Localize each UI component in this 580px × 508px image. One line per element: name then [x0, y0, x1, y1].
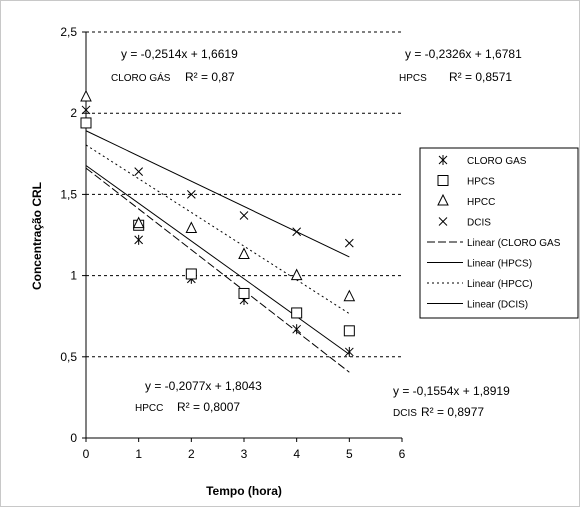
annotation-hpcc-label: HPCC: [135, 403, 163, 414]
point-hpcc: [132, 216, 145, 229]
point-cloro-gas: [81, 104, 91, 115]
x-tick-label: 5: [346, 447, 353, 461]
point-hpcc: [290, 268, 303, 281]
trendlines: [85, 130, 350, 373]
point-hpcc: [343, 289, 356, 302]
x-tick-label: 0: [83, 447, 90, 461]
point-hpcc: [185, 221, 198, 234]
legend-symbol: [438, 155, 448, 165]
trendline-1: [85, 167, 350, 373]
x-tick-label: 2: [188, 447, 195, 461]
legend-label: CLORO GAS: [467, 156, 527, 167]
legend-symbol: [438, 217, 448, 226]
point-hpcc: [80, 89, 92, 102]
annotation-dcis-equation: y = -0,1554x + 1,8919: [393, 384, 510, 398]
legend-label: HPCC: [467, 197, 495, 208]
x-axis-title: Tempo (hora): [206, 484, 282, 498]
point-hpcs: [291, 307, 303, 319]
annotation-dcis-r2: R² = 0,8977: [421, 405, 484, 419]
trendline-3: [85, 144, 350, 315]
point-cloro-gas: [292, 324, 302, 335]
annotation-hpcc-r2: R² = 0,8007: [177, 400, 240, 414]
grid: [86, 31, 402, 358]
annotation-hpcs-label: HPCS: [399, 73, 427, 84]
trendline-2: [85, 165, 350, 355]
annotation-hpcs-r2: R² = 0,8571: [449, 70, 512, 84]
point-hpcs: [343, 325, 355, 337]
point-hpcs: [185, 268, 197, 280]
y-tick-label: 1: [70, 269, 77, 283]
trendline-4: [85, 130, 350, 258]
point-hpcs: [238, 287, 250, 299]
legend-label: Linear (HPCC): [467, 279, 533, 290]
annotation-hpcc-equation: y = -0,2077x + 1,8043: [145, 379, 262, 393]
point-hpcc: [238, 247, 250, 259]
legend-label: HPCS: [467, 177, 495, 188]
legend-symbol: [437, 175, 449, 186]
x-tick-label: 6: [399, 447, 406, 461]
annotation-cloro-r2: R² = 0,87: [185, 70, 235, 84]
point-dcis: [134, 167, 144, 177]
annotation-dcis-label: DCIS: [393, 408, 417, 419]
y-axis-title: Concentração CRL: [30, 182, 44, 290]
x-tick-label: 3: [241, 447, 248, 461]
x-tick-label: 4: [293, 447, 300, 461]
legend-label: DCIS: [467, 218, 491, 229]
y-tick-label: 2,5: [60, 25, 77, 39]
y-tick-label: 1,5: [60, 187, 77, 201]
point-cloro-gas: [344, 346, 354, 357]
legend-label: Linear (DCIS): [467, 300, 528, 311]
x-tick-label: 1: [135, 447, 142, 461]
y-tick-label: 0: [70, 431, 77, 445]
legend-symbol: [437, 193, 449, 206]
y-tick-label: 2: [70, 106, 77, 120]
annotation-hpcs-equation: y = -0,2326x + 1,6781: [405, 47, 522, 61]
legend-box: [419, 147, 579, 319]
legend-label: Linear (CLORO GAS: [467, 238, 561, 249]
annotation-cloro-equation: y = -0,2514x + 1,6619: [121, 47, 238, 61]
point-dcis: [292, 227, 302, 237]
data-points: [80, 89, 356, 357]
point-dcis: [344, 238, 354, 248]
point-dcis: [239, 211, 249, 220]
legend-label: Linear (HPCS): [467, 259, 532, 270]
point-dcis: [186, 190, 196, 199]
tick-labels: 0 0,5 1 1,5 2 2,5 0 1 2 3 4 5 6: [60, 25, 405, 461]
annotation-cloro-label: CLORO GÁS: [111, 71, 171, 84]
point-cloro-gas: [134, 234, 144, 245]
y-tick-label: 0,5: [60, 350, 77, 364]
point-hpcs: [80, 117, 92, 129]
legend: CLORO GAS HPCS HPCC DCIS Linear (CLORO GAS Li…: [419, 147, 579, 319]
